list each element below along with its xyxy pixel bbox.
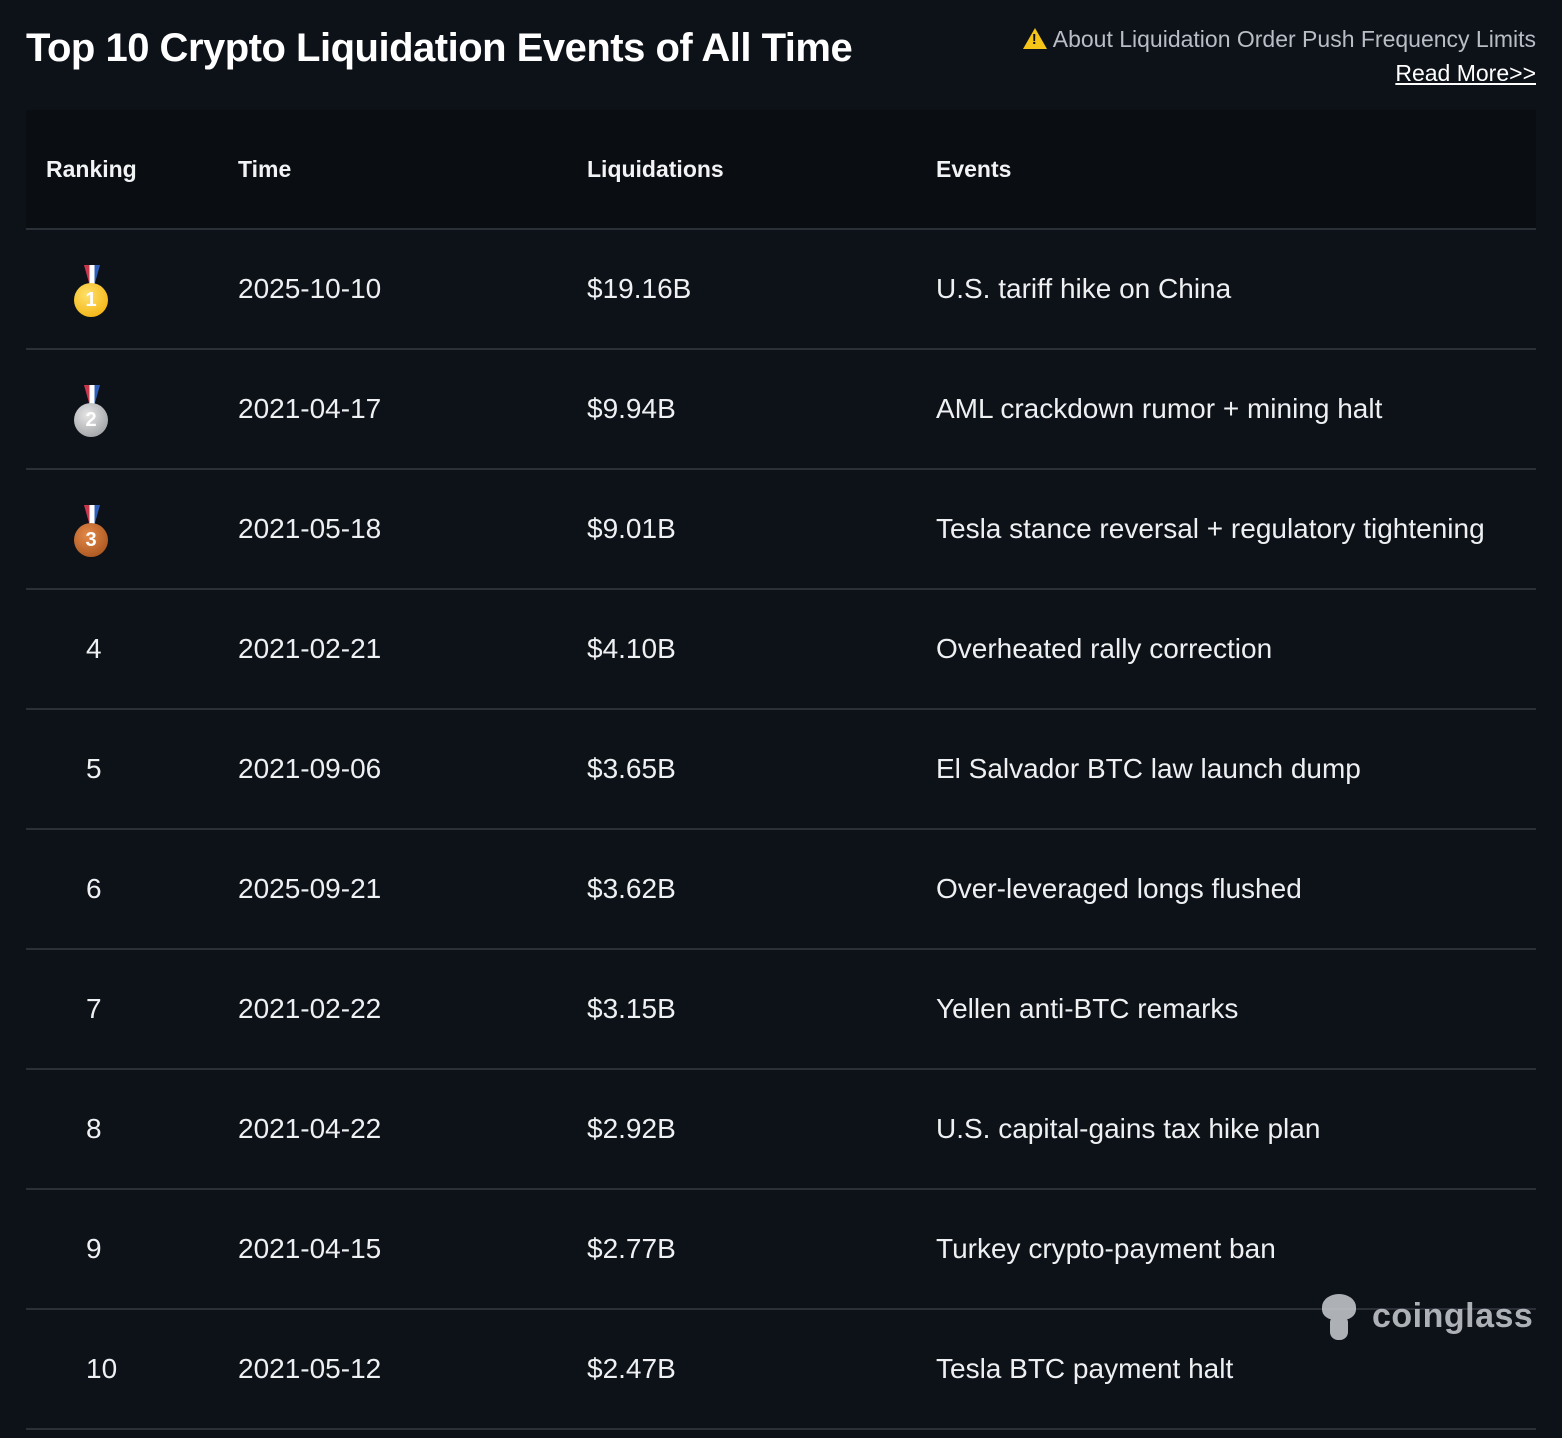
- cell-event: Turkey crypto-payment ban: [936, 1233, 1276, 1264]
- column-header-time: Time: [238, 155, 292, 182]
- table-row: 9 2021-04-15 $2.77B Turkey crypto-payment b…: [26, 1190, 1536, 1310]
- cell-liquidations: $3.62B: [587, 873, 676, 904]
- cell-ranking: 3: [26, 503, 238, 557]
- cell-ranking: 1: [26, 263, 238, 317]
- table-row: 4 2021-02-21 $4.10B Overheated rally correc…: [26, 590, 1536, 710]
- cell-ranking: 2: [26, 383, 238, 437]
- cell-ranking: 10: [26, 1353, 238, 1385]
- table-row: 6 2025-09-21 $3.62B Over-leveraged longs fl…: [26, 830, 1536, 950]
- notice-block: About Liquidation Order Push Frequency L…: [1022, 22, 1536, 90]
- cell-time: 2021-04-22: [238, 1113, 382, 1144]
- medal-rank-number: 2: [74, 403, 108, 437]
- table-row: 5 2021-09-06 $3.65B El Salvador BTC law lau…: [26, 710, 1536, 830]
- coinglass-watermark: coinglass: [1316, 1290, 1533, 1342]
- rank-number: 5: [86, 753, 102, 784]
- cell-event: Over-leveraged longs flushed: [936, 873, 1302, 904]
- cell-liquidations: $19.16B: [587, 273, 692, 304]
- cell-time: 2025-09-21: [238, 873, 382, 904]
- liquidation-table: Ranking Time Liquidations Events 1 2025-1…: [26, 110, 1536, 1430]
- cell-ranking: 9: [26, 1233, 238, 1265]
- medal-rank-number: 3: [74, 523, 108, 557]
- coinglass-logo-icon: [1316, 1290, 1362, 1342]
- column-header-ranking: Ranking: [46, 155, 137, 182]
- cell-ranking: 7: [26, 993, 238, 1025]
- table-row: 8 2021-04-22 $2.92B U.S. capital-gains tax …: [26, 1070, 1536, 1190]
- warning-icon: [1022, 28, 1047, 49]
- rank-number: 9: [86, 1233, 102, 1264]
- cell-event: Overheated rally correction: [936, 633, 1273, 664]
- table-row: 1 2025-10-10 $19.16B U.S. tariff hike on Ch…: [26, 230, 1536, 350]
- cell-event: Yellen anti-BTC remarks: [936, 993, 1239, 1024]
- cell-event: Tesla BTC payment halt: [936, 1353, 1234, 1384]
- gold-medal-icon: 1: [74, 265, 110, 317]
- table-row: 10 2021-05-12 $2.47B Tesla BTC payment halt: [26, 1310, 1536, 1430]
- cell-time: 2021-02-22: [238, 993, 382, 1024]
- cell-time: 2021-05-18: [238, 513, 382, 544]
- rank-number: 4: [86, 633, 102, 664]
- cell-liquidations: $3.15B: [587, 993, 676, 1024]
- column-header-events: Events: [936, 155, 1012, 182]
- cell-time: 2021-04-17: [238, 393, 382, 424]
- table-row: 7 2021-02-22 $3.15B Yellen anti-BTC remarks: [26, 950, 1536, 1070]
- table-row: 3 2021-05-18 $9.01B Tesla stance reversal +…: [26, 470, 1536, 590]
- table-header: Ranking Time Liquidations Events: [26, 110, 1536, 230]
- cell-event: U.S. capital-gains tax hike plan: [936, 1113, 1321, 1144]
- rank-number: 8: [86, 1113, 102, 1144]
- cell-time: 2021-05-12: [238, 1353, 382, 1384]
- cell-liquidations: $4.10B: [587, 633, 676, 664]
- cell-ranking: 5: [26, 753, 238, 785]
- cell-event: AML crackdown rumor + mining halt: [936, 393, 1383, 424]
- cell-event: Tesla stance reversal + regulatory tight…: [936, 513, 1485, 544]
- cell-ranking: 4: [26, 633, 238, 665]
- cell-liquidations: $2.92B: [587, 1113, 676, 1144]
- table-body: 1 2025-10-10 $19.16B U.S. tariff hike on Ch…: [26, 230, 1536, 1430]
- watermark-brand: coinglass: [1372, 1296, 1534, 1335]
- cell-liquidations: $9.01B: [587, 513, 676, 544]
- page-title: Top 10 Crypto Liquidation Events of All …: [26, 26, 853, 70]
- table-row: 2 2021-04-17 $9.94B AML crackdown rumor + m…: [26, 350, 1536, 470]
- cell-time: 2025-10-10: [238, 273, 382, 304]
- cell-time: 2021-02-21: [238, 633, 382, 664]
- rank-number: 10: [86, 1353, 118, 1384]
- cell-liquidations: $9.94B: [587, 393, 676, 424]
- medal-rank-number: 1: [74, 283, 108, 317]
- silver-medal-icon: 2: [74, 385, 110, 437]
- cell-liquidations: $2.47B: [587, 1353, 676, 1384]
- cell-event: U.S. tariff hike on China: [936, 273, 1232, 304]
- notice-text: About Liquidation Order Push Frequency L…: [1052, 26, 1536, 52]
- cell-event: El Salvador BTC law launch dump: [936, 753, 1361, 784]
- rank-number: 7: [86, 993, 102, 1024]
- column-header-liquidations: Liquidations: [587, 155, 724, 182]
- notice-line: About Liquidation Order Push Frequency L…: [1022, 22, 1536, 56]
- cell-time: 2021-04-15: [238, 1233, 382, 1264]
- cell-time: 2021-09-06: [238, 753, 382, 784]
- cell-liquidations: $2.77B: [587, 1233, 676, 1264]
- rank-number: 6: [86, 873, 102, 904]
- read-more-link[interactable]: Read More>>: [1395, 60, 1536, 86]
- cell-ranking: 8: [26, 1113, 238, 1145]
- bronze-medal-icon: 3: [74, 505, 110, 557]
- cell-liquidations: $3.65B: [587, 753, 676, 784]
- cell-ranking: 6: [26, 873, 238, 905]
